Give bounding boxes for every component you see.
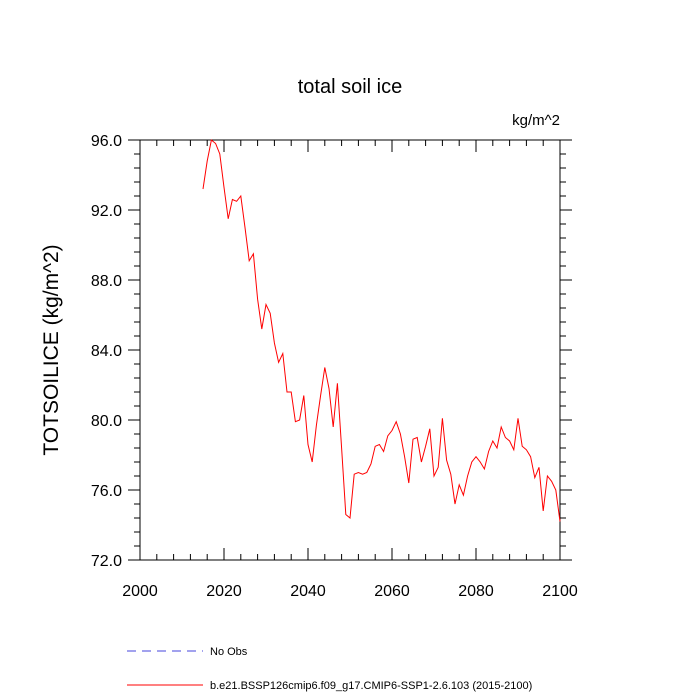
series-line	[202, 139, 561, 522]
chart-title: total soil ice	[298, 76, 403, 98]
legend-label-series: b.e21.BSSP126cmip6.f09_g17.CMIP6-SSP1-2.…	[210, 680, 532, 692]
legend: No Obs b.e21.BSSP126cmip6.f09_g17.CMIP6-…	[127, 646, 532, 692]
x-tick-label: 2040	[290, 583, 326, 600]
x-tick-label: 2060	[374, 583, 410, 600]
y-tick-label: 96.0	[91, 133, 122, 150]
y-tick-label: 72.0	[91, 553, 122, 570]
y-tick-label: 80.0	[91, 413, 122, 430]
y-tick-label: 76.0	[91, 483, 122, 500]
x-tick-label: 2100	[542, 583, 578, 600]
y-tick-label: 84.0	[91, 343, 122, 360]
units-label: kg/m^2	[512, 112, 560, 129]
y-axis-label: TOTSOILICE (kg/m^2)	[40, 244, 63, 455]
x-tick-labels: 2000 2020 2040 2060 2080 2100	[122, 583, 578, 600]
y-tick-label: 92.0	[91, 203, 122, 220]
x-tick-label: 2000	[122, 583, 158, 600]
axis-ticks	[128, 139, 572, 561]
y-tick-labels: 72.0 76.0 80.0 84.0 88.0 92.0 96.0	[91, 133, 122, 570]
plot-frame	[139, 139, 561, 561]
x-tick-label: 2020	[206, 583, 242, 600]
legend-label-no-obs: No Obs	[210, 646, 248, 658]
x-tick-label: 2080	[458, 583, 494, 600]
y-tick-label: 88.0	[91, 273, 122, 290]
